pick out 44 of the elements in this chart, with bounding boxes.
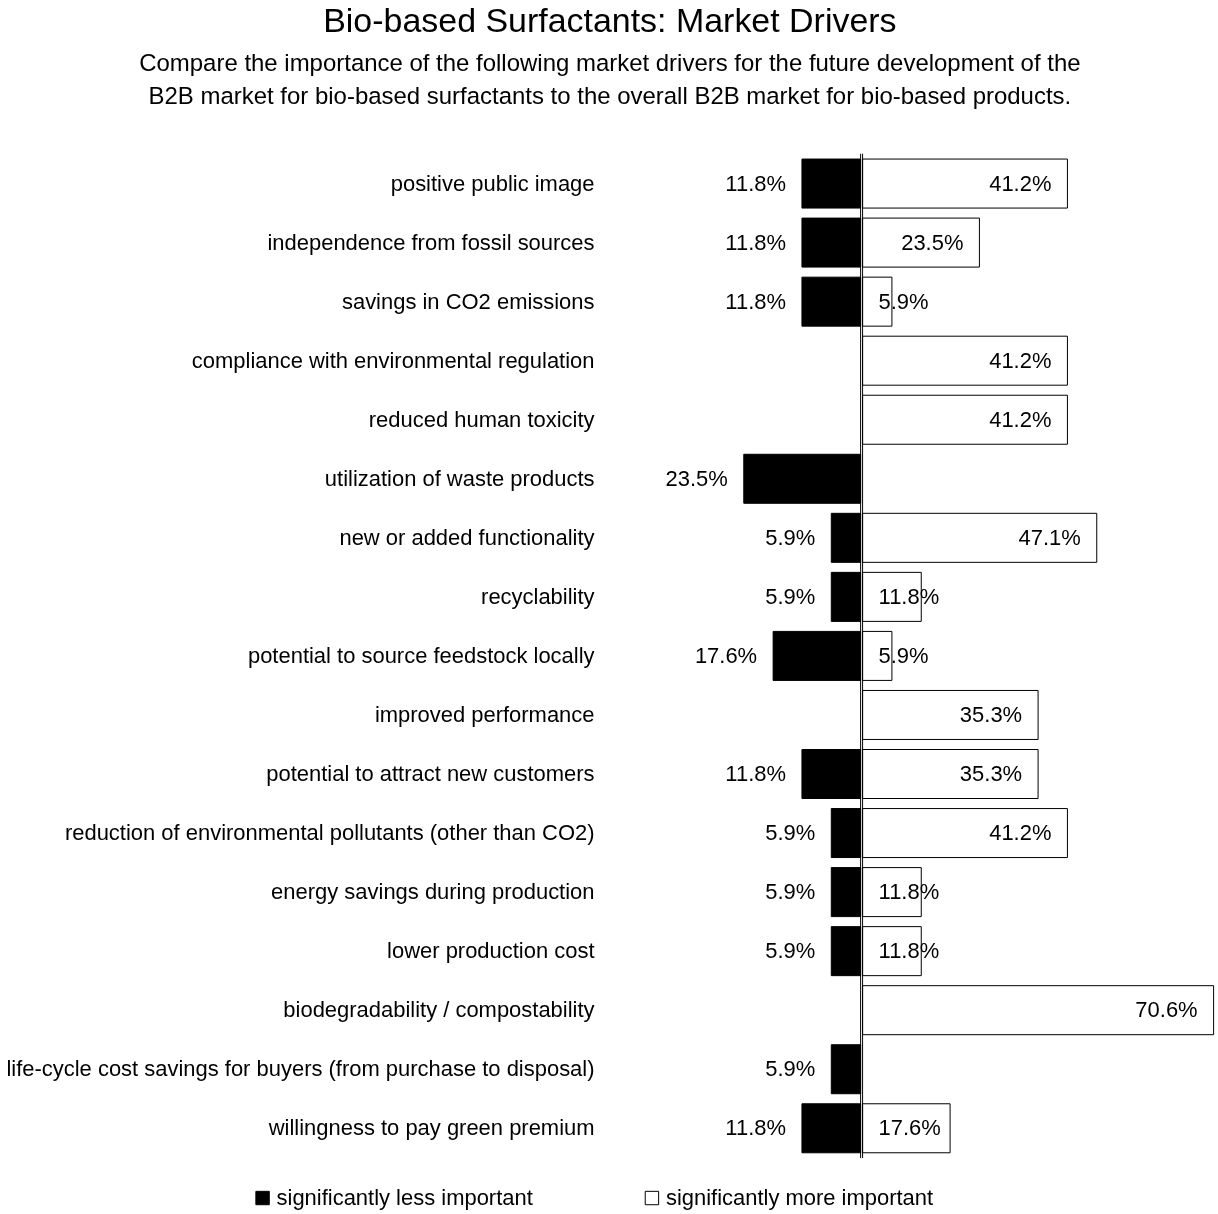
legend-label: significantly more important	[665, 1185, 934, 1211]
data-label: 35.3%	[959, 701, 1023, 727]
y-tick-label: reduction of environmental pollutants (other than CO2)	[64, 820, 595, 846]
y-tick-label: willingness to pay green premium	[267, 1115, 595, 1141]
y-tick-label: potential to source feedstock locally	[247, 642, 595, 668]
data-label: 11.8%	[725, 170, 786, 196]
y-tick-label: reduced human toxicity	[368, 406, 595, 432]
data-label: 5.9%	[765, 820, 816, 846]
y-tick-label: energy savings during production	[271, 879, 595, 905]
y-tick-label: biodegradability / compostability	[283, 997, 595, 1023]
data-label: 5.9%	[765, 879, 816, 905]
data-label: 17.6%	[878, 1115, 941, 1141]
y-tick-label: improved performance	[374, 701, 595, 727]
data-label: 11.8%	[725, 229, 786, 255]
data-label: 11.8%	[725, 1115, 786, 1141]
y-tick-label: positive public image	[390, 170, 595, 196]
y-tick-label: new or added functionality	[339, 524, 595, 550]
data-label: 5.9%	[765, 583, 816, 609]
chart-title: Bio-based Surfactants: Market Drivers	[323, 1, 897, 40]
data-label: 47.1%	[1018, 524, 1081, 550]
y-tick-label: compliance with environmental regulation	[191, 347, 595, 373]
data-label: 5.9%	[765, 1056, 816, 1082]
data-label: 11.8%	[725, 761, 786, 786]
data-label: 23.5%	[901, 229, 964, 255]
y-tick-label: recyclability	[481, 583, 595, 609]
y-tick-label: utilization of waste products	[324, 465, 595, 491]
y-tick-label: lower production cost	[387, 938, 595, 964]
data-label: 17.6%	[694, 642, 758, 668]
data-label: 11.8%	[725, 288, 786, 314]
y-tick-label: independence from fossil sources	[267, 229, 595, 255]
y-tick-label: savings in CO2 emissions	[341, 288, 595, 314]
data-label: 41.2%	[989, 820, 1052, 846]
data-label: 41.2%	[989, 347, 1052, 373]
legend-label: significantly less important	[276, 1185, 533, 1211]
chart-subtitle: Compare the importance of the following market drivers for the future development of the B2B market for bio-based surfactants to the overall B2B market for bio-based products.	[139, 49, 1081, 110]
data-label: 23.5%	[665, 465, 728, 491]
data-label: 5.9%	[765, 524, 816, 550]
data-label: 70.6%	[1135, 997, 1198, 1023]
data-label: 5.9%	[765, 938, 816, 964]
y-tick-label: potential to attract new customers	[266, 761, 595, 786]
data-label: 41.2%	[989, 170, 1052, 196]
y-tick-label: life-cycle cost savings for buyers (from purchase to disposal)	[6, 1056, 595, 1082]
data-label: 35.3%	[959, 761, 1023, 786]
data-label: 41.2%	[989, 406, 1052, 432]
